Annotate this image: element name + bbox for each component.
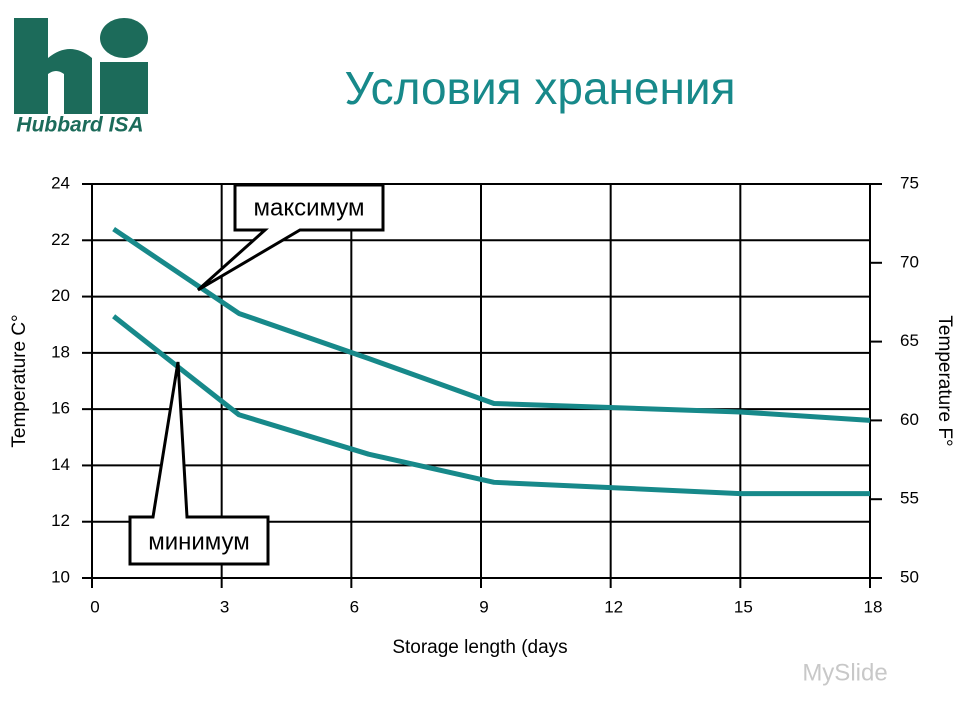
logo-text: Hubbard ISA (16, 114, 143, 137)
x-tick-label: 18 (864, 597, 883, 616)
callout-min: минимум (128, 361, 270, 566)
y-tick-label: 16 (51, 399, 70, 418)
logo-h-arch (48, 49, 92, 114)
x-tick-label: 9 (479, 597, 488, 616)
y2-tick-label: 70 (900, 252, 919, 271)
x-tick-label: 6 (350, 597, 359, 616)
plot: 10 12 14 16 18 20 22 24 50 55 60 65 70 75 0 3 6 9 12 15 18 (51, 173, 919, 616)
x-tick-label: 12 (604, 597, 623, 616)
y-tick-label: 20 (51, 286, 70, 305)
callout-max: максимум (196, 183, 385, 292)
y-tick-label: 18 (51, 342, 70, 361)
y2-tick-label: 55 (900, 489, 919, 508)
y-axis-label: Temperature C° (9, 314, 30, 447)
logo-i-stem (100, 62, 148, 114)
logo: Hubbard ISA (14, 18, 148, 137)
y2-tick-label: 50 (900, 567, 919, 586)
y-tick-label: 10 (51, 567, 70, 586)
logo-h-stem (14, 18, 48, 114)
y2-tick-label: 75 (900, 173, 919, 192)
callout-text: минимум (148, 528, 250, 555)
y-tick-label: 24 (51, 173, 70, 192)
x-tick-label: 15 (734, 597, 753, 616)
watermark: MySlide (802, 659, 887, 686)
series-line (112, 226, 871, 423)
y2-axis-label: Temperature F° (934, 315, 955, 446)
y2-tick-label: 65 (900, 331, 919, 350)
callout-shape (128, 361, 270, 566)
series-line (112, 314, 870, 497)
y2-tick-label: 60 (900, 410, 919, 429)
y-tick-label: 14 (51, 455, 70, 474)
callout-shape (196, 183, 385, 292)
x-tick-label: 3 (220, 597, 229, 616)
y-tick-label: 12 (51, 511, 70, 530)
x-tick-label: 0 (90, 597, 99, 616)
x-axis-label: Storage length (days (392, 637, 567, 658)
callout-text: максимум (253, 194, 364, 221)
logo-i-dot (100, 18, 148, 58)
y-tick-label: 22 (51, 230, 70, 249)
chart-title: Условия хранения (344, 62, 735, 114)
